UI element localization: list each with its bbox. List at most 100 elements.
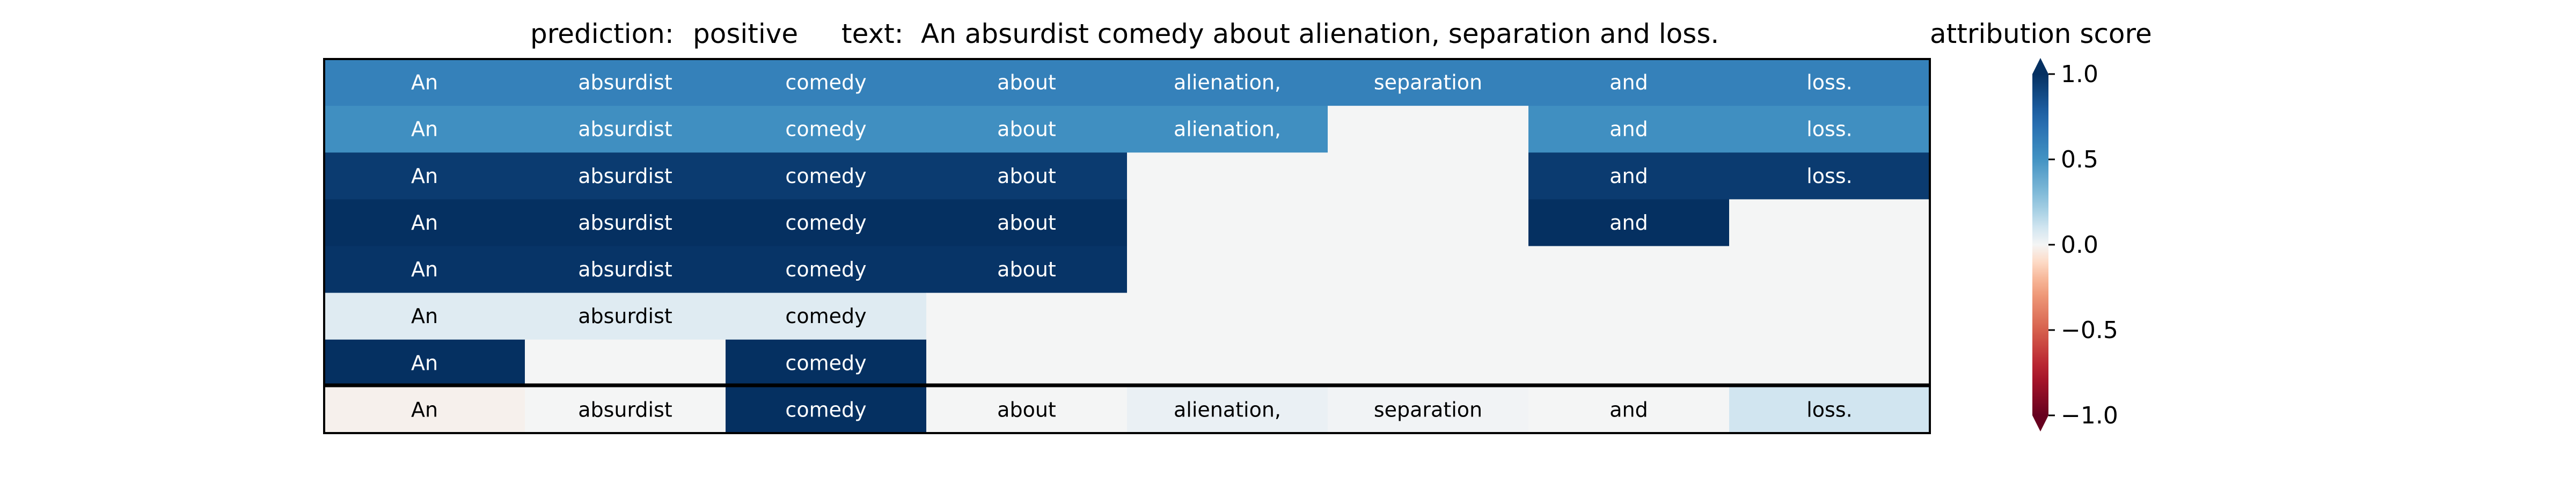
heatmap-cell	[1127, 292, 1328, 340]
heatmap-cell	[726, 199, 927, 246]
chart-title: prediction: positive text: An absurdist …	[530, 18, 1719, 49]
heatmap-cell	[726, 106, 927, 153]
heatmap-cell	[525, 386, 726, 434]
token-label: comedy	[785, 258, 866, 281]
colorbar-gradient	[2032, 74, 2048, 415]
heatmap-token-labels: An absurdist comedy about alienation, separat…	[411, 71, 1853, 422]
colorbar-title: attribution score	[1930, 18, 2152, 49]
heatmap-cell	[1729, 386, 1930, 434]
token-label: about	[997, 71, 1056, 94]
token-label: and	[1609, 211, 1648, 235]
heatmap-cell	[1328, 106, 1529, 153]
heatmap-cell	[1729, 246, 1930, 294]
token-label: An	[411, 164, 438, 188]
heatmap-cell	[1729, 199, 1930, 246]
heatmap-cell	[1127, 152, 1328, 200]
token-label: absurdist	[578, 71, 672, 94]
heatmap-cell	[1328, 386, 1529, 434]
prediction-value: positive	[693, 18, 798, 49]
heatmap-cell	[1328, 199, 1529, 246]
prediction-label: prediction:	[530, 18, 674, 49]
token-label: comedy	[785, 164, 866, 188]
heatmap-cell	[324, 339, 525, 387]
heatmap-cell	[1528, 59, 1730, 106]
heatmap-cell	[324, 199, 525, 246]
token-label: alienation,	[1174, 118, 1281, 141]
heatmap-cell	[926, 152, 1128, 200]
heatmap-cell	[1127, 339, 1328, 387]
token-label: loss.	[1806, 164, 1852, 188]
colorbar-extend-min-arrow	[2032, 415, 2048, 431]
colorbar-tick-label: −0.5	[2061, 317, 2118, 344]
heatmap-cell	[1127, 199, 1328, 246]
token-label: about	[997, 164, 1056, 188]
heatmap-cell	[926, 386, 1128, 434]
token-label: about	[997, 258, 1056, 281]
token-label: comedy	[785, 211, 866, 235]
token-label: alienation,	[1174, 71, 1281, 94]
token-label: absurdist	[578, 164, 672, 188]
text-label: text:	[841, 18, 904, 49]
heatmap-cell	[1528, 339, 1730, 387]
colorbar-extend-max-arrow	[2032, 58, 2048, 74]
heatmap-cell	[1127, 246, 1328, 294]
heatmap-cell	[1729, 152, 1930, 200]
heatmap-cell	[926, 339, 1128, 387]
heatmap-cell	[1528, 199, 1730, 246]
heatmap-cell	[525, 152, 726, 200]
token-label: comedy	[785, 351, 866, 375]
heatmap-cell	[726, 152, 927, 200]
token-label: and	[1609, 118, 1648, 141]
heatmap-cell	[1328, 292, 1529, 340]
token-label: comedy	[785, 398, 866, 421]
heatmap-cell	[1127, 106, 1328, 153]
token-label: absurdist	[578, 118, 672, 141]
heatmap-cell	[1729, 339, 1930, 387]
heatmap-cell	[1729, 59, 1930, 106]
token-label: separation	[1374, 71, 1482, 94]
heatmap-cells	[324, 59, 1930, 434]
heatmap-cell	[324, 386, 525, 434]
heatmap-cell	[726, 59, 927, 106]
heatmap-cell	[1328, 59, 1529, 106]
heatmap-cell	[726, 292, 927, 340]
heatmap-cell	[324, 59, 525, 106]
token-label: and	[1609, 71, 1648, 94]
heatmap-cell	[1528, 246, 1730, 294]
token-label: An	[411, 351, 438, 375]
heatmap-cell	[1328, 152, 1529, 200]
heatmap-cell	[525, 339, 726, 387]
colorbar-tick-label: 0.0	[2061, 231, 2098, 259]
colorbar-tick-label: 0.5	[2061, 146, 2098, 173]
token-label: about	[997, 118, 1056, 141]
heatmap-cell	[1328, 246, 1529, 294]
text-value: An absurdist comedy about alienation, se…	[921, 18, 1719, 49]
heatmap-cell	[926, 106, 1128, 153]
token-label: An	[411, 118, 438, 141]
token-label: An	[411, 304, 438, 328]
heatmap-cell	[726, 339, 927, 387]
heatmap-cell	[1528, 292, 1730, 340]
token-label: separation	[1374, 398, 1482, 421]
heatmap-cell	[1528, 106, 1730, 153]
heatmap-cell	[525, 246, 726, 294]
colorbar: attribution score 1.0 0.5 0.0 −0.5 −1.0	[1930, 18, 2152, 431]
token-label: loss.	[1806, 398, 1852, 421]
heatmap-cell	[1729, 292, 1930, 340]
heatmap-cell	[926, 199, 1128, 246]
heatmap-frame	[323, 58, 1931, 434]
heatmap-cell	[1528, 152, 1730, 200]
token-label: about	[997, 211, 1056, 235]
heatmap-cell	[324, 292, 525, 340]
token-label: loss.	[1806, 71, 1852, 94]
heatmap-cell	[525, 292, 726, 340]
heatmap-cell	[926, 292, 1128, 340]
token-label: loss.	[1806, 118, 1852, 141]
token-label: comedy	[785, 71, 866, 94]
heatmap-cell	[926, 59, 1128, 106]
heatmap-cell	[726, 246, 927, 294]
token-label: absurdist	[578, 258, 672, 281]
heatmap-cell	[324, 106, 525, 153]
token-label: An	[411, 211, 438, 235]
